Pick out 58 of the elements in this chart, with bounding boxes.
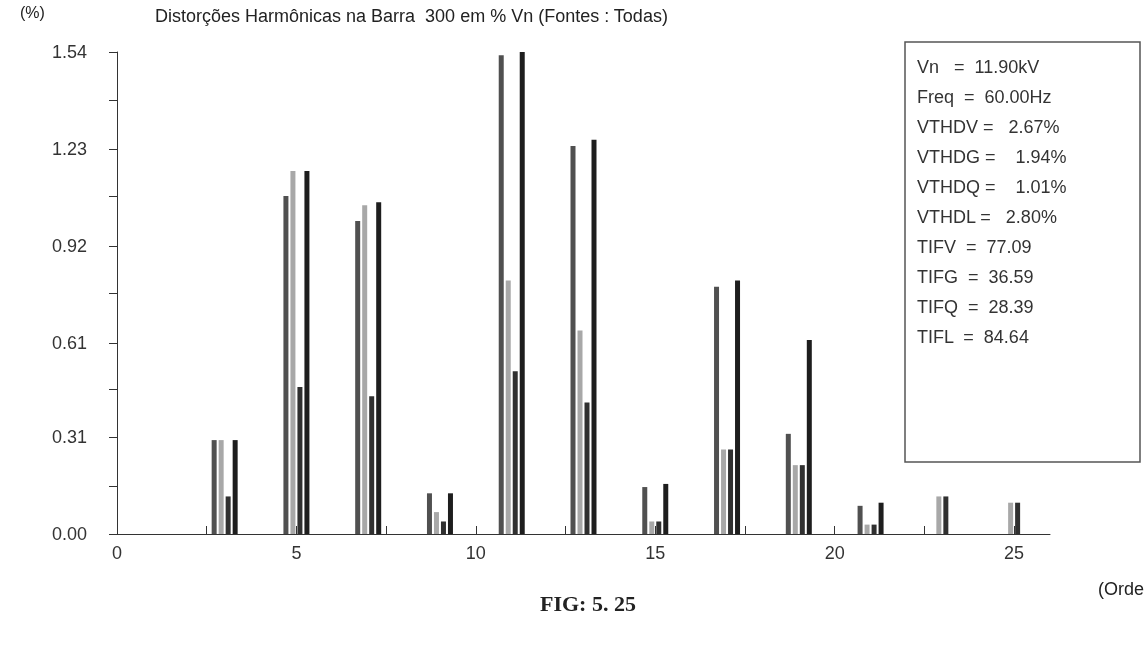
y-tick-label: 1.54 [51, 42, 87, 62]
text: FIG: 5. 25 [540, 590, 636, 616]
x-axis-title: (Orde [1097, 579, 1144, 599]
bar [714, 286, 720, 534]
bar [857, 505, 863, 534]
bar [505, 280, 511, 534]
bar [362, 205, 368, 534]
annotation: Vn = 11.90kV [917, 57, 1040, 77]
bar [792, 465, 798, 534]
bar [721, 449, 727, 534]
bar [735, 280, 741, 534]
bar [864, 524, 870, 534]
annotation: TIFL = 84.64 [917, 327, 1029, 347]
y-tick-label: 0.61 [51, 333, 87, 354]
annotation: VTHDL = 2.80% [917, 207, 1057, 227]
bar [806, 339, 812, 534]
y-tick-label: 0.31 [51, 426, 87, 447]
bar [878, 502, 884, 534]
bar [649, 521, 655, 534]
bar [376, 202, 382, 534]
chart-title: Distorções Harmônicas na Barra 300 em % Vn (Fontes : Todas) [155, 6, 668, 26]
bar [433, 512, 439, 534]
bar [785, 433, 791, 534]
bar [304, 170, 310, 534]
bar [290, 170, 296, 534]
x-tick-label: 20 [824, 543, 845, 563]
x-tick-label: 25 [1004, 543, 1025, 563]
bar [519, 52, 525, 534]
annotation: VTHDQ = 1.01% [917, 177, 1067, 197]
y-axis-title: (%) [20, 3, 45, 21]
x-tick-label: 10 [465, 543, 486, 563]
bar [426, 493, 432, 534]
bar [211, 440, 217, 534]
annotation: TIFQ = 28.39 [917, 297, 1034, 317]
y-tick-label: 0.00 [51, 524, 87, 544]
bar [663, 483, 669, 534]
bar [355, 221, 361, 534]
bar [218, 440, 224, 534]
bar [591, 139, 597, 534]
bar [447, 493, 453, 534]
annotation: TIFG = 36.59 [917, 267, 1034, 287]
y-tick-label: 0.92 [51, 236, 87, 257]
annotation: TIFV = 77.09 [917, 237, 1032, 257]
annotation: VTHDG = 1.94% [917, 147, 1067, 167]
bar [577, 330, 583, 534]
bar [1008, 502, 1014, 534]
annotation: VTHDV = 2.67% [917, 117, 1060, 137]
x-tick-label: 0 [111, 543, 123, 563]
bar [642, 487, 648, 534]
bar [936, 496, 942, 534]
bar [570, 145, 576, 534]
bar [283, 195, 289, 534]
bar [498, 55, 504, 534]
annotation: Freq = 60.00Hz [917, 87, 1052, 107]
y-tick-label: 1.23 [51, 139, 87, 160]
x-tick-label: 5 [291, 543, 302, 563]
x-tick-label: 15 [645, 543, 666, 563]
bar [232, 440, 238, 534]
